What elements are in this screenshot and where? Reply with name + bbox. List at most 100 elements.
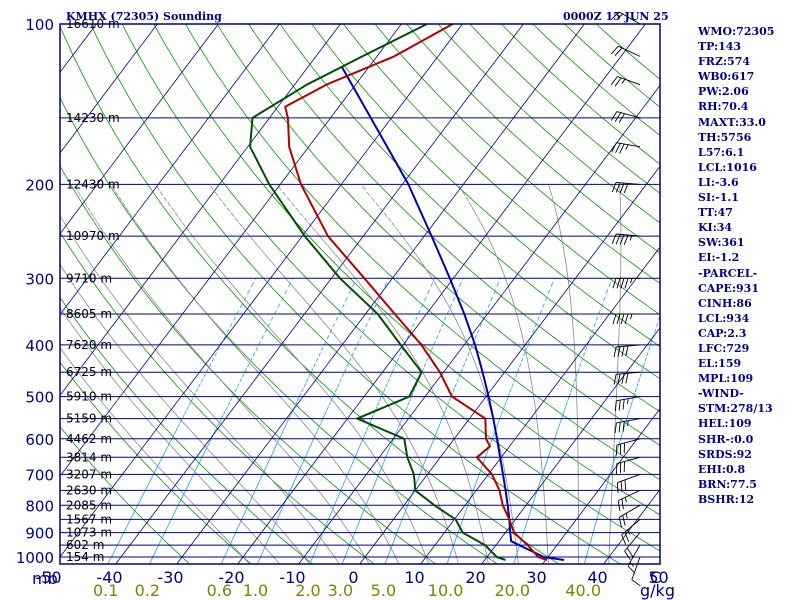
mixing-ratio-tick-label: 0.2 xyxy=(135,581,160,600)
mixing-ratio-line xyxy=(446,278,555,564)
index-item: -PARCEL- xyxy=(698,266,758,280)
index-item: MAXT:33.0 xyxy=(698,115,766,129)
profiles-layer xyxy=(249,23,565,561)
pressure-tick-label: 400 xyxy=(25,337,54,355)
sounding-time: 0000Z 15 JUN 25 xyxy=(563,10,669,23)
temperature-tick-label: 20 xyxy=(465,568,485,587)
height-label: 4462 m xyxy=(66,432,112,446)
height-label: 3814 m xyxy=(66,450,112,464)
index-item: EL:159 xyxy=(698,357,742,371)
dry-adiabat xyxy=(279,23,661,380)
dewpoint-trace xyxy=(249,23,506,561)
height-label: 602 m xyxy=(66,538,104,552)
dry-adiabat xyxy=(185,23,661,481)
dry-adiabat xyxy=(216,23,661,446)
isotherm xyxy=(359,166,661,565)
dry-adiabat xyxy=(59,297,313,565)
sounding-indices: WMO:72305 TP:143 FRZ:574 WB0:617 PW:2.06 RH:7… xyxy=(698,24,774,507)
height-label: 7620 m xyxy=(66,338,112,352)
isotherm xyxy=(59,23,219,235)
wind-barb xyxy=(614,396,641,412)
dry-adiabat xyxy=(501,23,661,165)
dry-adiabat xyxy=(595,23,661,80)
index-item: STM:278/13 xyxy=(698,402,773,416)
index-item: EHI:0.8 xyxy=(698,462,746,476)
index-item: TH:5756 xyxy=(698,130,752,144)
height-label: 6725 m xyxy=(66,365,112,379)
index-item: WMO:72305 xyxy=(698,25,775,38)
temperature-tick-label: 30 xyxy=(526,568,546,587)
mixing-ratio-unit-label: g/kg xyxy=(640,581,675,600)
pressure-tick-label: 1000 xyxy=(16,549,54,567)
wind-barb xyxy=(610,76,641,87)
wind-barb xyxy=(616,438,641,456)
index-item: RH:70.4 xyxy=(698,100,749,114)
height-label: 14230 m xyxy=(66,111,120,125)
isotherm xyxy=(420,246,661,565)
dry-adiabat xyxy=(437,23,661,224)
mixing-ratio-tick-label: 1.0 xyxy=(243,581,268,600)
temperature-tick-label: 10 xyxy=(404,568,424,587)
isotherm xyxy=(542,408,661,565)
index-item: FRZ:574 xyxy=(698,55,751,69)
pressure-tick-label: 500 xyxy=(25,389,54,407)
grid-layer xyxy=(59,23,661,565)
isotherm xyxy=(59,23,463,558)
wind-barb xyxy=(613,344,641,358)
index-item: WB0:617 xyxy=(698,70,755,84)
isotherm xyxy=(59,23,402,477)
index-item: L57:6.1 xyxy=(698,145,745,159)
wind-barb xyxy=(611,11,641,25)
height-label: 1073 m xyxy=(66,526,112,540)
pressure-tick-label: 700 xyxy=(25,466,54,484)
height-label: 10970 m xyxy=(66,229,120,243)
index-item: -WIND- xyxy=(698,387,744,401)
index-item: BSHR:12 xyxy=(698,492,755,506)
mixing-ratio-tick-label: 10.0 xyxy=(428,581,464,600)
mixing-ratio-tick-label: 40.0 xyxy=(565,581,601,600)
mixing-ratio-line xyxy=(148,278,294,565)
wind-barb xyxy=(614,418,641,434)
dry-adiabat xyxy=(59,97,498,565)
mixing-ratio-tick-label: 3.0 xyxy=(328,581,353,600)
dry-adiabat xyxy=(532,23,661,136)
plot-frame xyxy=(59,23,661,565)
index-item: SHR-:0.0 xyxy=(698,432,754,446)
index-item: BRN:77.5 xyxy=(698,477,757,491)
wind-barb xyxy=(610,111,641,123)
wind-barb xyxy=(631,556,641,587)
temperature-unit-label: C xyxy=(650,568,661,587)
height-label: 5910 m xyxy=(66,390,112,404)
wind-barb xyxy=(624,532,641,560)
wind-barb xyxy=(611,181,641,194)
pressure-tick-label: 300 xyxy=(25,270,54,288)
mixing-ratio-line xyxy=(384,278,501,565)
wind-layer xyxy=(610,11,641,587)
dry-adiabat xyxy=(59,165,436,565)
index-item: TT:47 xyxy=(698,206,733,220)
pressure-tick-label: 800 xyxy=(25,497,54,515)
index-item: EI:-1.2 xyxy=(698,251,740,265)
temperature-tick-label: -20 xyxy=(218,568,244,587)
mixing-ratio-tick-label: 2.0 xyxy=(295,581,320,600)
wind-barb xyxy=(610,45,641,57)
temperature-tick-label: -40 xyxy=(96,568,122,587)
pressure-tick-label: 900 xyxy=(25,525,54,543)
temperature-tick-label: -30 xyxy=(157,568,183,587)
index-item: CINH:86 xyxy=(698,296,752,310)
index-item: LFC:729 xyxy=(698,341,750,355)
isotherm xyxy=(59,23,158,154)
height-label: 154 m xyxy=(66,550,104,564)
dry-adiabat xyxy=(59,232,375,565)
mixing-ratio-tick-label: 5.0 xyxy=(371,581,396,600)
temperature-trace xyxy=(284,23,548,561)
wind-barb xyxy=(617,489,641,511)
moist-adiabat xyxy=(360,184,519,564)
isotherm xyxy=(298,85,661,565)
index-item: PW:2.06 xyxy=(698,85,749,99)
wind-barb xyxy=(618,504,641,528)
wind-barb xyxy=(611,233,641,245)
height-label: 2085 m xyxy=(66,498,112,512)
dry-adiabat xyxy=(564,23,661,108)
